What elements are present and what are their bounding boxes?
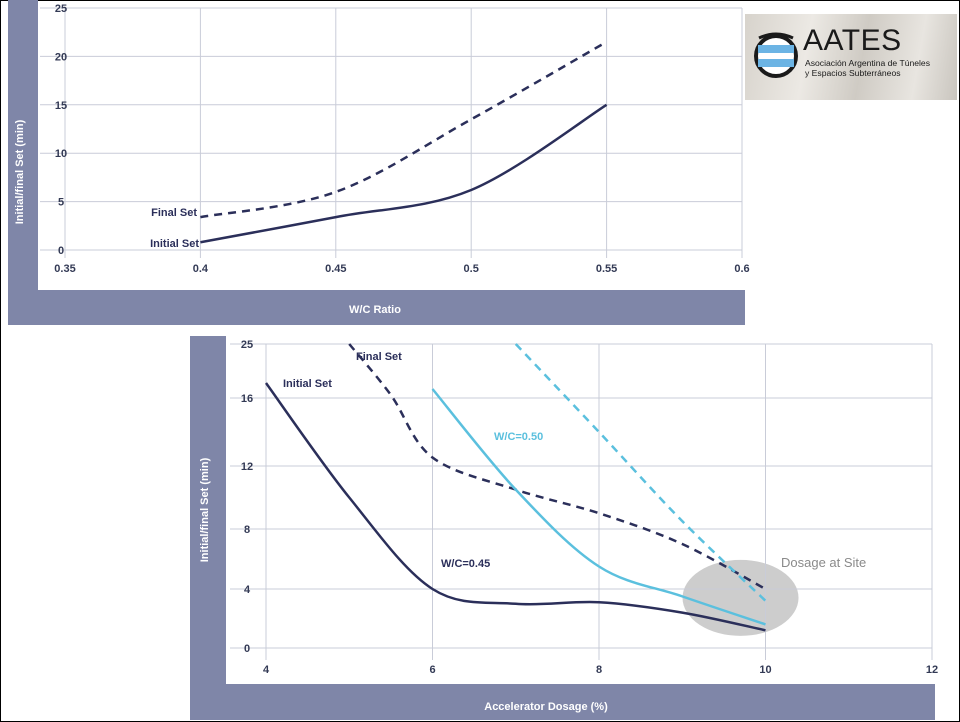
c1-initial-set-label: Initial Set bbox=[150, 238, 199, 250]
globe-icon bbox=[754, 32, 798, 78]
c2-xtick-label: 4 bbox=[263, 664, 270, 676]
c1-xtick-label: 0.35 bbox=[54, 263, 75, 275]
c1-xtick-label: 0.5 bbox=[464, 263, 479, 275]
c2-wc050-solid-line bbox=[431, 388, 766, 626]
c2-plot-bg bbox=[226, 336, 935, 684]
logo-subtitle-line1: Asociación Argentina de Túneles bbox=[805, 58, 931, 68]
c2-wc045-label: W/C=0.45 bbox=[441, 558, 490, 570]
c1-final-set-label: Final Set bbox=[151, 207, 197, 219]
c1-plot-bg bbox=[38, 2, 745, 290]
dosage-at-site-label: Dosage at Site bbox=[781, 555, 866, 570]
c2-ylabel: Initial/final Set (min) bbox=[199, 457, 211, 562]
c2-wc050-label: W/C=0.50 bbox=[494, 431, 543, 443]
c1-xtick-label: 0.45 bbox=[325, 263, 346, 275]
c1-ytick-label: 15 bbox=[55, 100, 67, 112]
c2-ytick-label: 25 bbox=[241, 339, 253, 351]
c1-ytick-label: 10 bbox=[55, 148, 67, 160]
c2-final-set-label: Final Set bbox=[356, 351, 402, 363]
c2-xtick-label: 10 bbox=[759, 664, 771, 676]
c1-xlabel-panel bbox=[8, 290, 745, 325]
logo-subtitle: Asociación Argentina de Túneles y Espaci… bbox=[805, 58, 955, 78]
c1-xtick-label: 0.55 bbox=[596, 263, 617, 275]
c1-ytick-label: 5 bbox=[58, 197, 64, 209]
c2-xlabel: Accelerator Dosage (%) bbox=[484, 701, 608, 713]
c2-xtick-label: 12 bbox=[926, 664, 938, 676]
c2-ytick-label: 8 bbox=[244, 524, 250, 536]
c1-ylabel-panel bbox=[8, 0, 38, 325]
c2-initial-set-label: Initial Set bbox=[283, 378, 332, 390]
c2-ylabel-panel bbox=[190, 336, 226, 720]
c1-ylabel: Initial/final Set (min) bbox=[14, 119, 26, 224]
c1-final-set-line bbox=[200, 40, 608, 219]
c1-ytick-label: 0 bbox=[58, 245, 64, 257]
c2-ytick-label: 0 bbox=[244, 643, 250, 655]
c1-ytick-label: 25 bbox=[55, 3, 67, 15]
c2-ytick-label: 16 bbox=[241, 393, 253, 405]
c2-xtick-label: 8 bbox=[596, 664, 602, 676]
dosage-at-site-ellipse bbox=[682, 559, 799, 636]
c2-ytick-label: 4 bbox=[244, 584, 251, 596]
c2-ytick-label: 12 bbox=[241, 461, 253, 473]
aates-logo: AATES Asociación Argentina de Túneles y … bbox=[745, 14, 957, 100]
c2-xlabel-panel bbox=[190, 684, 935, 720]
c1-xtick-label: 0.6 bbox=[734, 263, 749, 275]
c1-ytick-label: 20 bbox=[55, 51, 67, 63]
c2-initial-set-line bbox=[264, 382, 766, 632]
logo-name: AATES bbox=[803, 24, 902, 57]
c1-xlabel: W/C Ratio bbox=[349, 304, 401, 316]
c1-xtick-label: 0.4 bbox=[193, 263, 209, 275]
c2-xtick-label: 6 bbox=[429, 664, 435, 676]
c1-initial-set-line bbox=[200, 103, 608, 244]
logo-subtitle-line2: y Espacios Subterráneos bbox=[805, 68, 901, 78]
